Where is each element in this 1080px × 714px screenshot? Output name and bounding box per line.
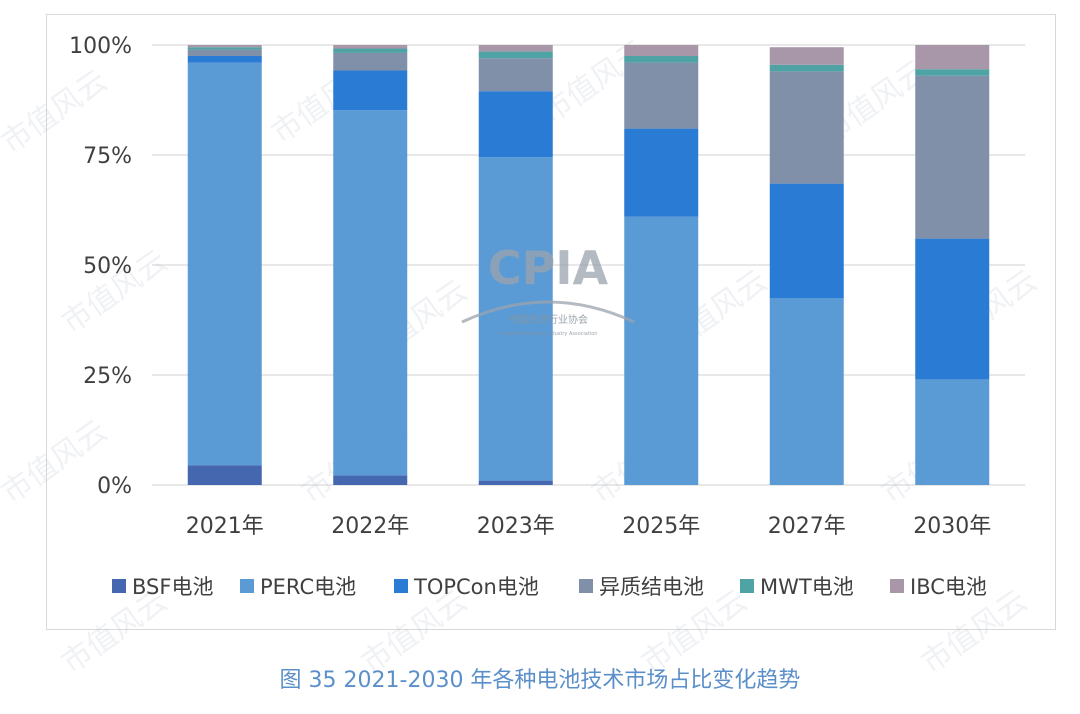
logo-subtitle: 中国光伏行业协会	[508, 313, 588, 326]
bar-segment	[187, 56, 262, 63]
bar-segment	[915, 45, 990, 70]
bar-segment	[915, 69, 990, 76]
bar-segment	[333, 45, 408, 49]
bar-segment	[624, 45, 699, 56]
y-axis-ticks: 0% 25% 50% 75% 100%	[69, 34, 132, 499]
bar-segment	[478, 91, 553, 158]
legend-swatch	[890, 579, 904, 593]
bar-segment	[915, 379, 990, 485]
legend-label: 异质结电池	[599, 575, 704, 599]
legend-label: IBC电池	[910, 575, 987, 599]
bar-segment	[187, 465, 262, 485]
gridlines	[152, 44, 1025, 486]
legend-swatch	[740, 579, 754, 593]
x-tick-label: 2021年	[186, 514, 264, 539]
bar-segment	[478, 480, 553, 485]
bar-segment	[333, 48, 408, 53]
x-tick-label: 2027年	[768, 514, 846, 539]
legend-swatch	[579, 579, 593, 593]
bar-segment	[769, 183, 844, 298]
bar-segment	[187, 47, 262, 50]
legend-label: PERC电池	[260, 575, 356, 599]
legend-label: BSF电池	[132, 575, 213, 599]
bar-segment	[915, 75, 990, 239]
bar-segment	[624, 62, 699, 129]
y-tick-label: 0%	[97, 474, 132, 499]
bar-segment	[624, 216, 699, 485]
cpia-logo: CPIA 中国光伏行业协会 China Photovoltaic Industry …	[461, 241, 635, 337]
bar-segment	[333, 52, 408, 71]
logo-arc	[461, 300, 635, 324]
bars	[187, 45, 990, 485]
bar-segment	[333, 70, 408, 111]
bar-segment	[478, 51, 553, 59]
bar-segment	[769, 64, 844, 72]
bar-segment	[187, 49, 262, 56]
figure-caption: 图 35 2021-2030 年各种电池技术市场占比变化趋势	[279, 668, 801, 693]
legend-label: TOPCon电池	[413, 575, 539, 599]
bar-segment	[478, 157, 553, 481]
legend-swatch	[240, 579, 254, 593]
y-tick-label: 100%	[69, 34, 132, 59]
legend-label: MWT电池	[760, 575, 854, 599]
bar-segment	[478, 58, 553, 92]
x-tick-label: 2030年	[913, 514, 991, 539]
logo-text: CPIA	[488, 241, 609, 295]
y-tick-label: 75%	[83, 144, 132, 169]
y-tick-label: 50%	[83, 254, 132, 279]
bar-segment	[333, 110, 408, 476]
bar-segment	[769, 71, 844, 184]
bar-segment	[915, 238, 990, 380]
legend-swatch	[394, 579, 408, 593]
bar-segment	[187, 62, 262, 466]
legend-swatch	[112, 579, 126, 593]
bar-segment	[187, 45, 262, 48]
x-axis-ticks: 2021年 2022年 2023年 2025年 2027年 2030年	[186, 514, 992, 539]
logo-subtitle-en: China Photovoltaic Industry Association	[499, 331, 598, 337]
legend: BSF电池 PERC电池 TOPCon电池 异质结电池 MWT电池 IBC电池	[112, 575, 987, 599]
x-tick-label: 2025年	[622, 514, 700, 539]
bar-segment	[333, 475, 408, 485]
x-tick-label: 2022年	[331, 514, 409, 539]
y-tick-label: 25%	[83, 364, 132, 389]
bar-segment	[624, 128, 699, 217]
bar-segment	[769, 47, 844, 65]
bar-segment	[769, 298, 844, 485]
bar-segment	[478, 45, 553, 52]
bar-segment	[624, 56, 699, 63]
x-tick-label: 2023年	[477, 514, 555, 539]
